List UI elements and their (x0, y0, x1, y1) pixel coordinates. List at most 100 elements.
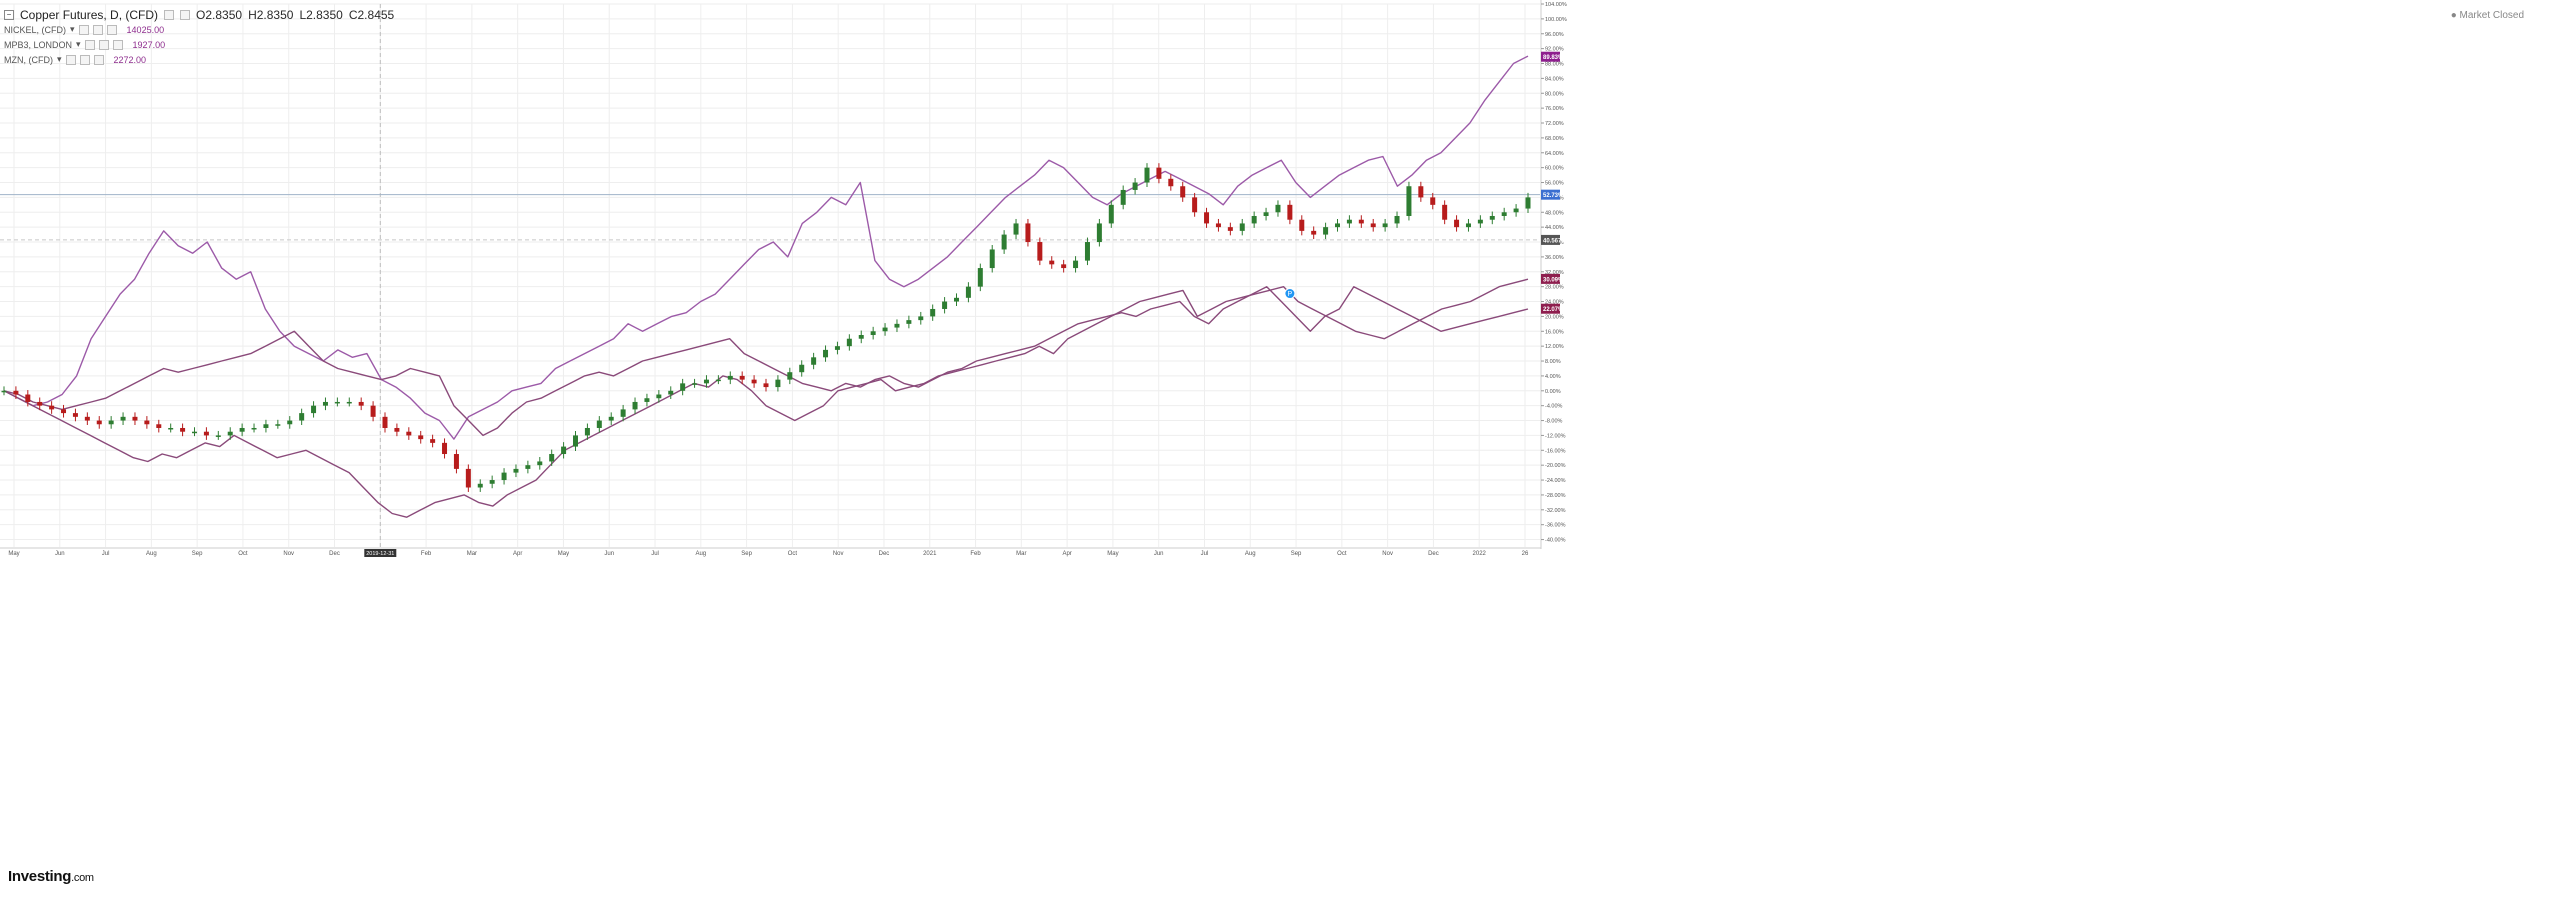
event-marker[interactable] (1284, 288, 1296, 300)
candle (751, 379, 757, 384)
x-tick-highlight (364, 549, 397, 557)
settings-icon[interactable] (92, 24, 103, 35)
series-line (3, 55, 1529, 440)
x-tick-label: Jun (604, 551, 614, 557)
brand-logo-suffix: .com (71, 872, 94, 884)
event-marker-label: P (1288, 291, 1293, 298)
candle (72, 413, 78, 417)
close-icon[interactable] (112, 39, 123, 50)
candle (775, 379, 781, 388)
candle (156, 424, 162, 428)
candle (1144, 167, 1150, 183)
legend-compare-mzn[interactable]: MZN, (CFD) ▾ 2272.00 (4, 52, 394, 67)
close-icon[interactable] (106, 24, 117, 35)
legend-compare-mpb3[interactable]: MPB3, LONDON ▾ 1927.00 (4, 37, 394, 52)
candle (561, 446, 567, 455)
price-badge (1541, 273, 1560, 284)
y-tick-label: -40.00% (1545, 538, 1566, 544)
candle (954, 297, 959, 302)
settings-icon[interactable] (164, 10, 175, 20)
candle (894, 323, 900, 328)
candle (692, 383, 698, 385)
y-tick-label: 92.00% (1545, 47, 1564, 53)
x-tick-label: Mar (467, 551, 477, 557)
candle (132, 416, 138, 421)
price-badge (1541, 234, 1560, 245)
legend-compare-label: MPB3, LONDON (4, 39, 73, 50)
candle (1287, 204, 1293, 220)
candle (251, 427, 257, 430)
candle (834, 346, 840, 350)
chevron-down-icon[interactable]: ▾ (70, 24, 75, 34)
candle (799, 364, 805, 373)
series-line (3, 286, 1529, 437)
y-tick-label: 48.00% (1545, 210, 1564, 216)
settings-icon[interactable] (98, 39, 109, 50)
candle (394, 427, 400, 432)
candle (1001, 234, 1007, 250)
candle (1382, 223, 1388, 228)
close-icon[interactable] (180, 10, 191, 20)
y-tick-label: 32.00% (1545, 270, 1564, 276)
candle (84, 416, 90, 421)
x-tick-label: Sep (741, 551, 752, 557)
candle (1275, 204, 1281, 213)
y-tick-label: 28.00% (1545, 285, 1564, 291)
y-tick-label: 64.00% (1545, 151, 1564, 157)
candle (715, 379, 721, 382)
chevron-down-icon[interactable]: ▾ (76, 39, 81, 49)
x-tick-label: May (8, 551, 19, 557)
plot-background (0, 4, 1540, 547)
candle (1323, 227, 1329, 235)
eye-icon[interactable] (65, 54, 76, 65)
eye-icon[interactable] (78, 24, 89, 35)
y-tick-label: 104.00% (1545, 2, 1567, 8)
candle (1108, 204, 1114, 224)
legend-compare-value: 2272.00 (113, 54, 147, 65)
candle (846, 338, 852, 347)
candle (573, 435, 578, 447)
market-status: ● Market Closed (2451, 10, 2524, 21)
candle (203, 431, 209, 436)
chart-legend: − Copper Futures, D, (CFD) O2.8350 H2.83… (4, 8, 394, 67)
candle (501, 472, 507, 481)
candle (977, 268, 983, 287)
candle (1465, 223, 1471, 228)
y-tick-label: -8.00% (1545, 419, 1563, 425)
candle (1204, 212, 1210, 224)
candle (1370, 223, 1376, 228)
legend-open: O2.8350 (196, 8, 243, 22)
candle (965, 286, 971, 298)
legend-main-row[interactable]: − Copper Futures, D, (CFD) O2.8350 H2.83… (4, 8, 394, 22)
candle (1215, 223, 1221, 228)
candle (287, 420, 293, 425)
chevron-down-icon[interactable]: ▾ (57, 54, 62, 64)
legend-compare-label: MZN, (CFD) (4, 54, 53, 65)
candle (1073, 260, 1079, 269)
close-icon[interactable] (93, 54, 104, 65)
y-tick-label: -32.00% (1545, 508, 1566, 514)
candle (608, 416, 614, 421)
candle (1394, 215, 1400, 224)
x-tick-label: Nov (833, 551, 844, 557)
candle (1454, 219, 1460, 228)
y-tick-label: 76.00% (1545, 106, 1564, 112)
settings-icon[interactable] (79, 54, 90, 65)
candle (1406, 186, 1412, 216)
candle (263, 424, 269, 428)
candle (1335, 223, 1340, 228)
legend-high: H2.8350 (248, 8, 294, 22)
x-tick-label: Aug (146, 551, 157, 557)
candle (1418, 186, 1424, 198)
x-tick-label: Nov (283, 551, 294, 557)
eye-icon[interactable] (84, 39, 95, 50)
legend-compare-nickel[interactable]: NICKEL, (CFD) ▾ 14025.00 (4, 22, 394, 37)
y-tick-label: 100.00% (1545, 17, 1567, 23)
candle (346, 401, 352, 404)
candle (727, 375, 733, 380)
candle (299, 413, 305, 421)
collapse-legend-icon[interactable]: − (4, 10, 14, 20)
x-tick-label: Dec (329, 551, 340, 557)
